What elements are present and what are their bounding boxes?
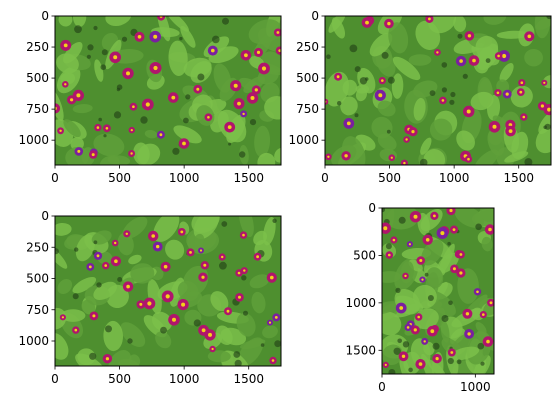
x-tick-label: 0 xyxy=(51,171,59,185)
y-tick-label: 750 xyxy=(296,102,319,116)
panel-bottom-left: 0 500 1000 1500 0 250 500 750 1000 xyxy=(18,209,282,386)
x-tick-label: 1000 xyxy=(460,380,491,394)
x-tick-label: 500 xyxy=(108,171,131,185)
panel-top-right: 0 500 1000 1500 0 250 500 750 1000 xyxy=(288,9,552,185)
axes-frame xyxy=(54,215,282,367)
y-tick-label: 1000 xyxy=(345,296,376,310)
y-tick-label: 500 xyxy=(296,71,319,85)
x-tick-label: 500 xyxy=(108,372,131,386)
flower-photo xyxy=(55,216,281,366)
axes-frame xyxy=(324,15,552,166)
panel-bottom-right: 0 1000 0 500 1000 1500 xyxy=(345,201,495,394)
x-tick-label: 1500 xyxy=(233,372,264,386)
panel-top-left: 0 500 1000 1500 0 250 500 750 1000 xyxy=(18,9,282,185)
axes-frame xyxy=(381,207,495,375)
x-tick-label: 1500 xyxy=(503,171,534,185)
y-tick-label: 0 xyxy=(41,209,49,223)
x-tick-label: 0 xyxy=(321,171,329,185)
y-tick-label: 1000 xyxy=(288,133,319,147)
flower-photo xyxy=(55,16,281,165)
y-tick-label: 0 xyxy=(41,9,49,23)
y-tick-label: 500 xyxy=(26,71,49,85)
x-tick-label: 1000 xyxy=(169,372,200,386)
y-tick-label: 250 xyxy=(296,40,319,54)
x-tick-label: 1000 xyxy=(169,171,200,185)
y-tick-label: 1000 xyxy=(18,133,49,147)
x-tick-label: 1500 xyxy=(233,171,264,185)
y-tick-label: 250 xyxy=(26,40,49,54)
y-tick-label: 0 xyxy=(368,201,376,215)
axes-frame xyxy=(54,15,282,166)
x-tick-label: 500 xyxy=(378,171,401,185)
y-tick-label: 750 xyxy=(26,102,49,116)
y-tick-label: 750 xyxy=(26,303,49,317)
x-tick-label: 1000 xyxy=(439,171,470,185)
flower-photo xyxy=(382,208,494,374)
flower-photo xyxy=(325,16,551,165)
y-tick-label: 1000 xyxy=(18,334,49,348)
y-tick-label: 500 xyxy=(26,272,49,286)
y-tick-label: 0 xyxy=(311,9,319,23)
y-tick-label: 1500 xyxy=(345,343,376,357)
y-tick-label: 500 xyxy=(353,248,376,262)
x-tick-label: 0 xyxy=(51,372,59,386)
x-tick-label: 0 xyxy=(378,380,386,394)
y-tick-label: 250 xyxy=(26,240,49,254)
